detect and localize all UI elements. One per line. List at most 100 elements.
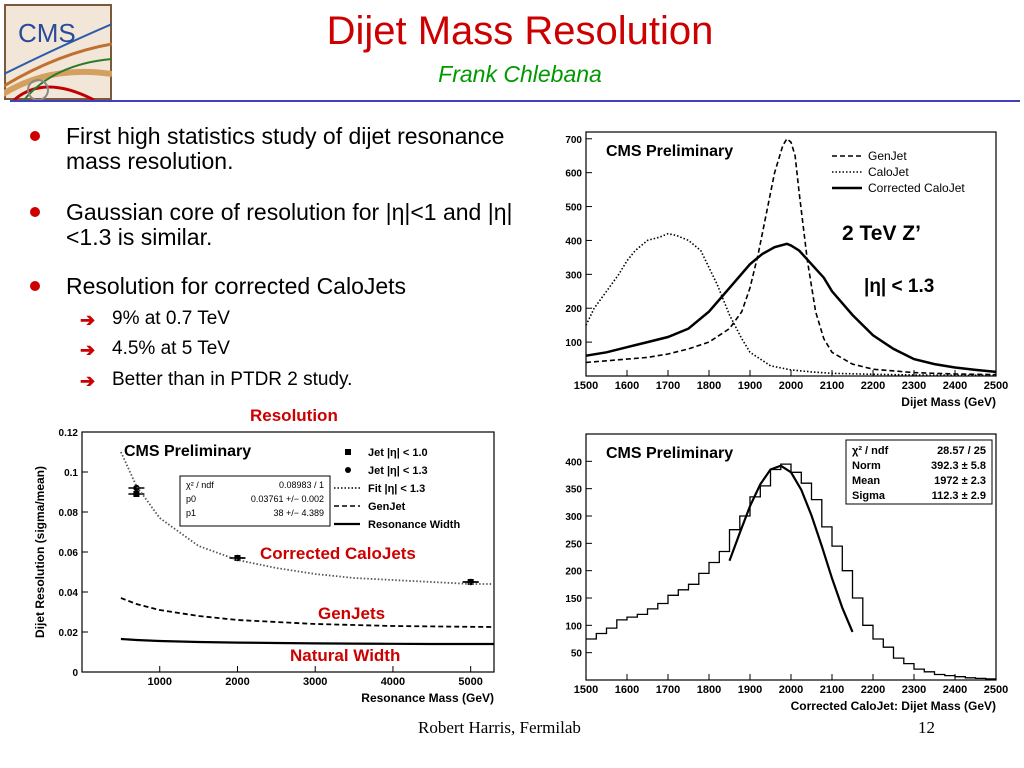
legend-label: Resonance Width bbox=[368, 519, 460, 531]
stats-value: 28.57 / 25 bbox=[937, 445, 986, 457]
legend-marker bbox=[345, 467, 351, 473]
fit-box-value: 0.08983 / 1 bbox=[279, 480, 324, 490]
y-tick-label: 300 bbox=[565, 270, 582, 281]
bullet-1: First high statistics study of dijet res… bbox=[30, 123, 536, 174]
x-tick-label: 1500 bbox=[574, 380, 598, 392]
x-tick-label: 2400 bbox=[943, 684, 967, 696]
legend-marker bbox=[345, 449, 351, 455]
fit-box-key: χ² / ndf bbox=[186, 480, 214, 490]
sub-bullet-1: ➔ 9% at 0.7 TeV bbox=[80, 308, 512, 330]
stats-value: 1972 ± 2.3 bbox=[934, 475, 986, 487]
x-tick-label: 1700 bbox=[656, 684, 680, 696]
x-tick-label: 2000 bbox=[779, 380, 803, 392]
y-tick-label: 0.02 bbox=[59, 628, 79, 639]
eta-cut-label: |η| < 1.3 bbox=[864, 276, 935, 297]
natural-width-label: Natural Width bbox=[290, 646, 401, 665]
bullet-dot-icon bbox=[30, 281, 40, 291]
stats-box bbox=[845, 439, 993, 505]
x-tick-label: 1900 bbox=[738, 684, 762, 696]
legend-label: Corrected CaloJet bbox=[868, 181, 965, 195]
cms-logo: CMS bbox=[0, 4, 113, 102]
x-tick-label: 1600 bbox=[615, 380, 639, 392]
x-tick-label: 2300 bbox=[902, 684, 926, 696]
stats-value: 392.3 ± 5.8 bbox=[931, 460, 986, 472]
gaussian-fit-line bbox=[728, 464, 854, 633]
logo-text: CMS bbox=[18, 18, 76, 48]
y-tick-label: 200 bbox=[565, 567, 582, 578]
bullet-dot-icon bbox=[30, 207, 40, 217]
stats-key: Norm bbox=[852, 460, 881, 472]
y-tick-label: 600 bbox=[565, 169, 582, 180]
genjets-label: GenJets bbox=[318, 604, 386, 623]
sub-bullet-3-text: Better than in PTDR 2 study. bbox=[112, 369, 353, 390]
histogram-line bbox=[586, 463, 996, 680]
x-tick-label: 5000 bbox=[458, 676, 482, 688]
x-tick-label: 1900 bbox=[738, 380, 762, 392]
title-divider bbox=[10, 100, 1020, 102]
y-tick-label: 350 bbox=[565, 485, 582, 496]
x-tick-label: 3000 bbox=[303, 676, 327, 688]
x-tick-label: 2200 bbox=[861, 684, 885, 696]
x-axis-label: Dijet Mass (GeV) bbox=[901, 395, 996, 409]
x-tick-label: 1600 bbox=[615, 684, 639, 696]
chart-title: CMS Preliminary bbox=[606, 143, 733, 160]
x-tick-label: 1700 bbox=[656, 380, 680, 392]
legend-label: GenJet bbox=[868, 149, 907, 163]
plot-frame bbox=[585, 131, 997, 377]
y-tick-label: 400 bbox=[565, 236, 582, 247]
x-tick-label: 2000 bbox=[225, 676, 249, 688]
sub-bullet-2: ➔ 4.5% at 5 TeV bbox=[80, 338, 512, 360]
sub-bullet-3: ➔ Better than in PTDR 2 study. bbox=[80, 369, 512, 391]
x-tick-label: 2000 bbox=[779, 684, 803, 696]
arrow-right-icon: ➔ bbox=[80, 310, 96, 330]
legend-label: Jet |η| < 1.3 bbox=[368, 465, 428, 477]
x-tick-label: 1800 bbox=[697, 684, 721, 696]
fit-box-value: 0.03761 +/− 0.002 bbox=[251, 494, 324, 504]
y-tick-label: 0.06 bbox=[59, 548, 79, 559]
bullet-3-text: Resolution for corrected CaloJets bbox=[66, 273, 407, 299]
x-tick-label: 2500 bbox=[984, 380, 1008, 392]
x-tick-label: 1000 bbox=[147, 676, 171, 688]
zprime-label: 2 TeV Z’ bbox=[842, 222, 921, 245]
x-tick-label: 2500 bbox=[984, 684, 1008, 696]
y-tick-label: 400 bbox=[565, 457, 582, 468]
fit-box-value: 38 +/− 4.389 bbox=[273, 508, 324, 518]
footer-presenter: Robert Harris, Fermilab bbox=[418, 718, 581, 737]
x-tick-label: 2100 bbox=[820, 380, 844, 392]
y-tick-label: 250 bbox=[565, 539, 582, 550]
y-tick-label: 300 bbox=[565, 512, 582, 523]
x-tick-label: 1800 bbox=[697, 380, 721, 392]
legend-label: Fit |η| < 1.3 bbox=[368, 483, 425, 495]
series-line bbox=[120, 451, 494, 585]
bullet-1-text: First high statistics study of dijet res… bbox=[66, 123, 505, 174]
chart-title: CMS Preliminary bbox=[606, 445, 733, 462]
x-tick-label: 4000 bbox=[381, 676, 405, 688]
fit-box bbox=[179, 475, 331, 527]
data-point bbox=[133, 491, 140, 497]
bullet-2-text: Gaussian core of resolution for |η|<1 an… bbox=[66, 199, 513, 250]
y-tick-label: 500 bbox=[565, 203, 582, 214]
x-tick-label: 2200 bbox=[861, 380, 885, 392]
footer-page-number: 12 bbox=[918, 718, 935, 737]
stats-key: Mean bbox=[852, 475, 880, 487]
slide-author: Frank Chlebana bbox=[438, 61, 602, 87]
arrow-right-icon: ➔ bbox=[80, 340, 96, 360]
y-tick-label: 0 bbox=[72, 668, 78, 679]
y-tick-label: 50 bbox=[571, 649, 583, 660]
stats-key: Sigma bbox=[852, 490, 886, 502]
y-tick-label: 150 bbox=[565, 594, 582, 605]
x-tick-label: 1500 bbox=[574, 684, 598, 696]
resolution-label: Resolution bbox=[250, 406, 338, 425]
x-tick-label: 2400 bbox=[943, 380, 967, 392]
y-tick-label: 100 bbox=[565, 338, 582, 349]
bullet-2: Gaussian core of resolution for |η|<1 an… bbox=[30, 199, 536, 250]
series-line bbox=[585, 137, 997, 376]
sub-bullet-1-text: 9% at 0.7 TeV bbox=[112, 308, 230, 329]
y-axis-label: Dijet Resolution (sigma/mean) bbox=[33, 466, 47, 638]
corrected-calojet-fit-chart: 1500 1600 1700 1800 1900 2000 2100 2200 2300 2400… bbox=[565, 433, 1008, 713]
x-tick-label: 2100 bbox=[820, 684, 844, 696]
arrow-right-icon: ➔ bbox=[80, 371, 96, 391]
fit-box-key: p0 bbox=[186, 494, 196, 504]
x-axis-label: Corrected CaloJet: Dijet Mass (GeV) bbox=[791, 699, 996, 713]
stats-key: χ² / ndf bbox=[852, 445, 889, 457]
